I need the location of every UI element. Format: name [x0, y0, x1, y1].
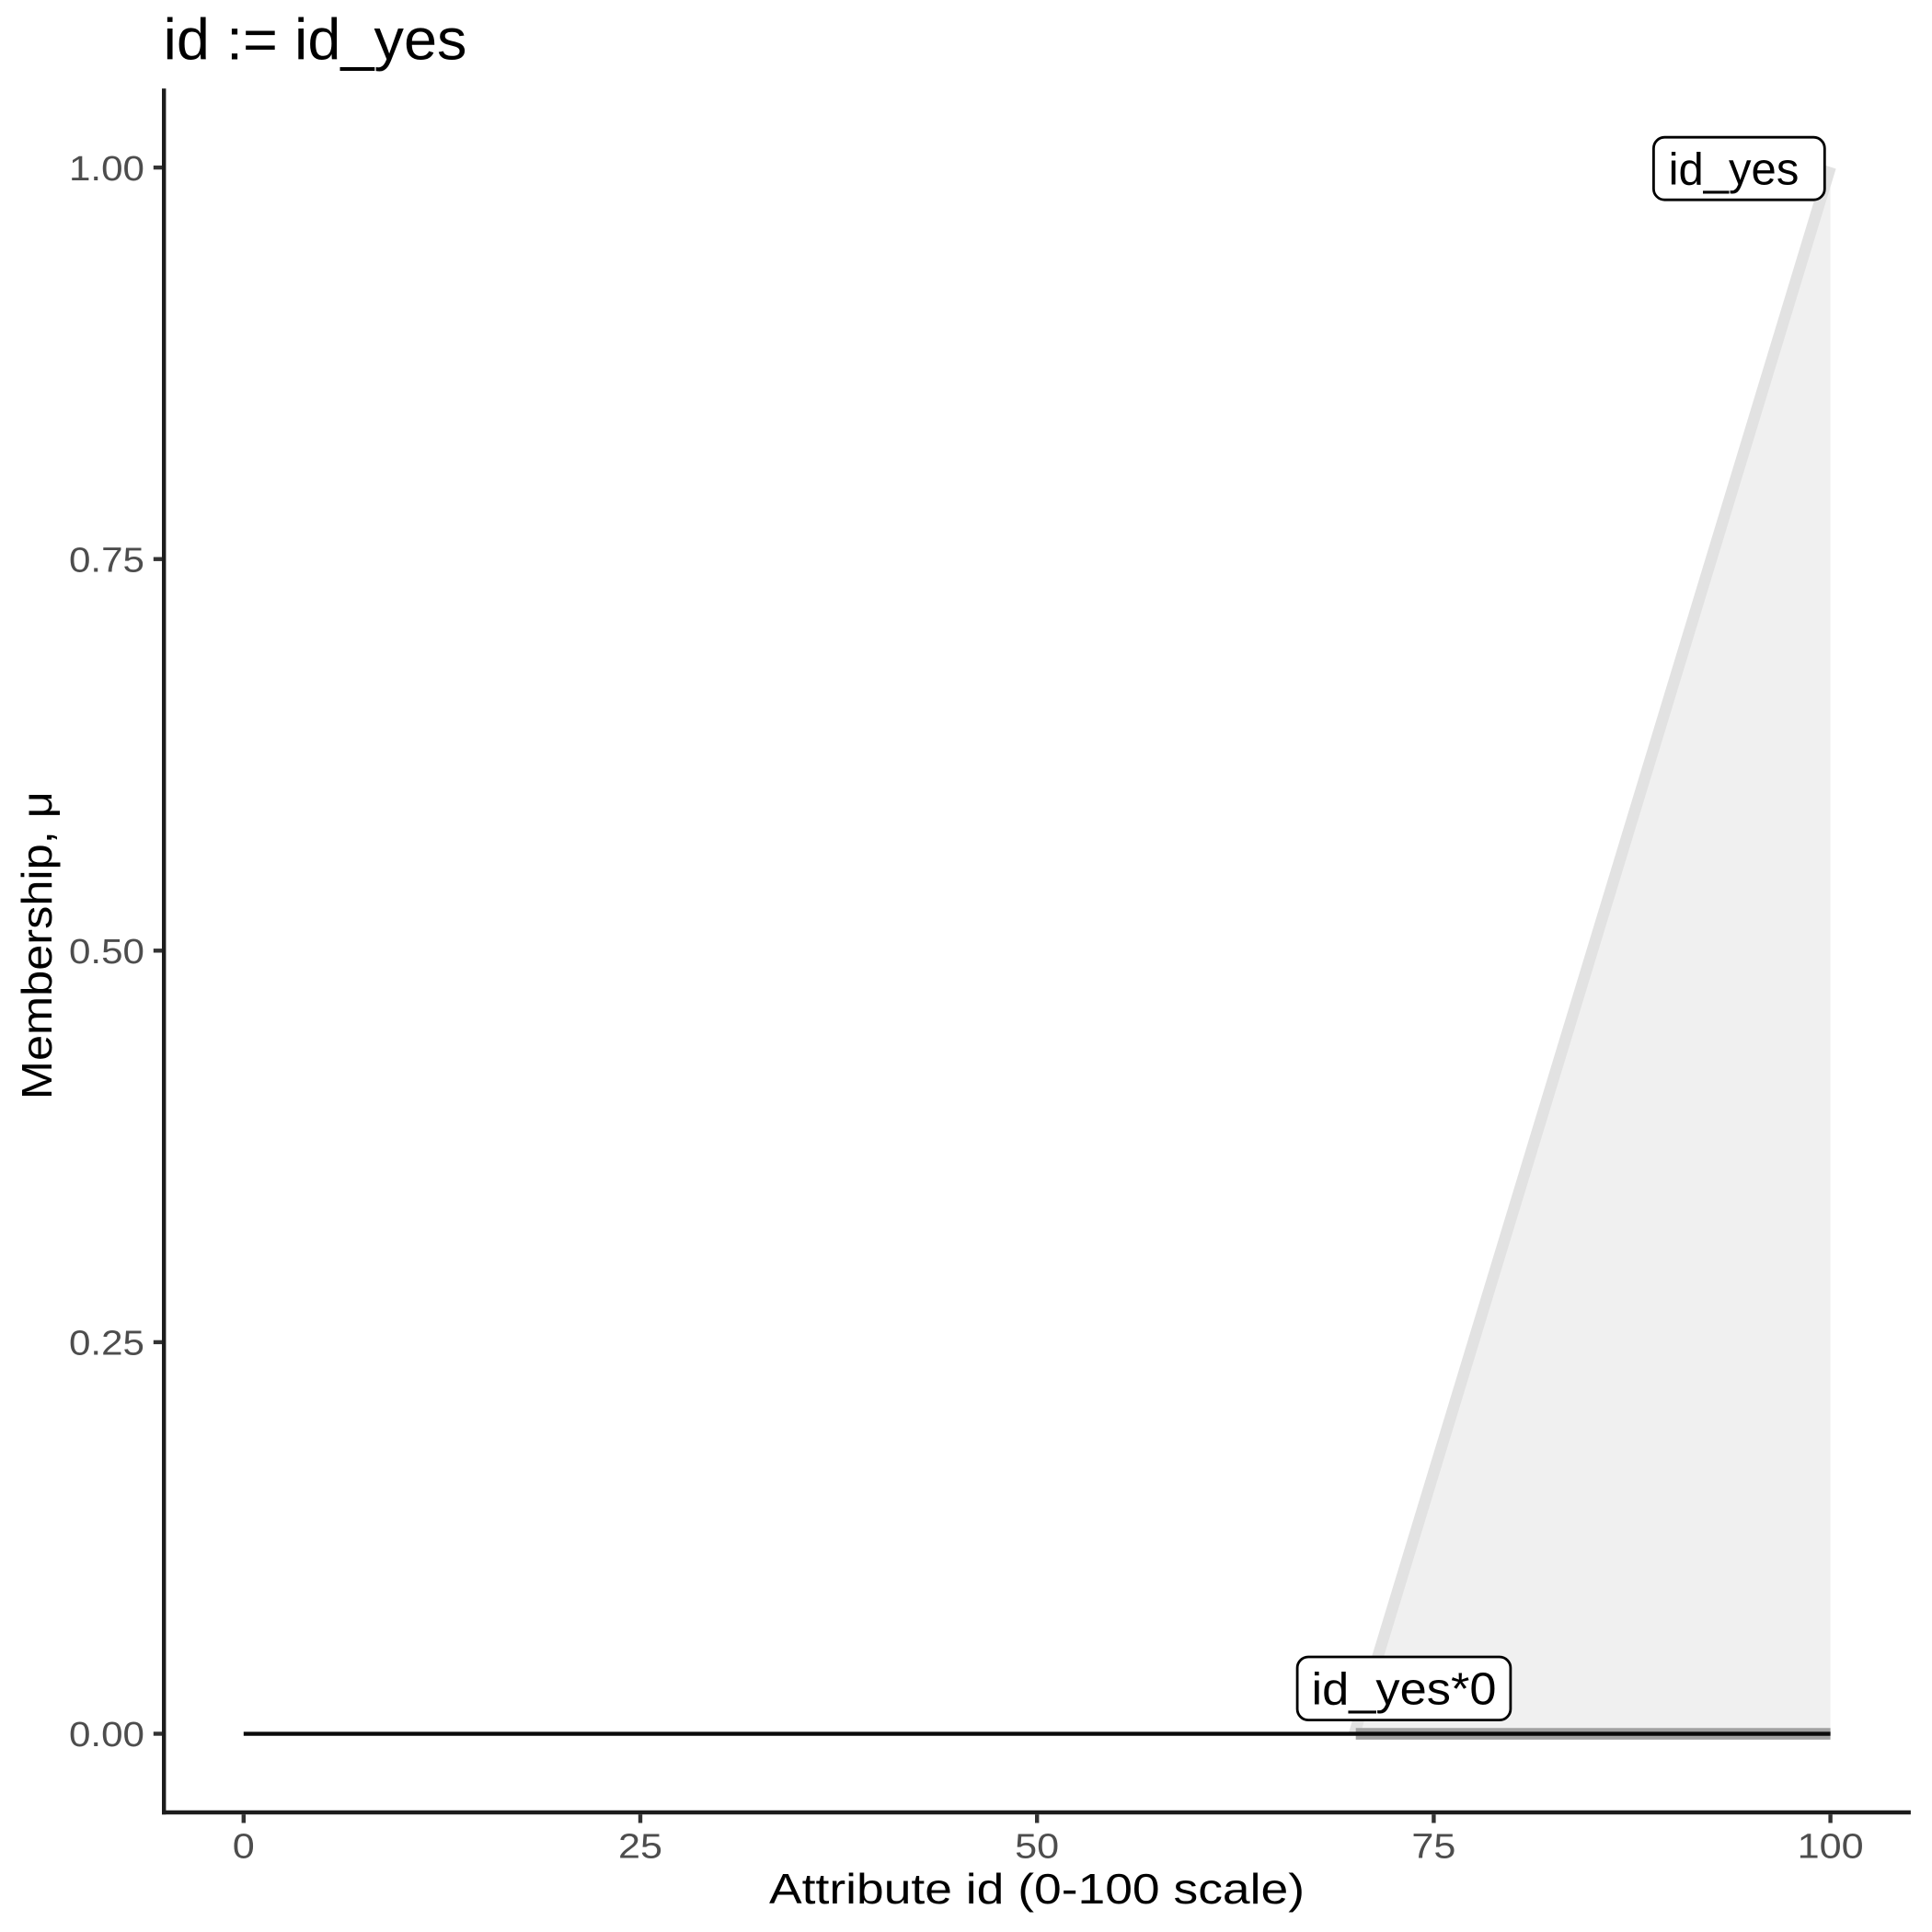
svg-text:0.00: 0.00	[69, 1716, 144, 1754]
svg-text:id := id_yes: id := id_yes	[164, 8, 467, 73]
svg-text:25: 25	[618, 1828, 662, 1867]
svg-text:id_yes*0: id_yes*0	[1312, 1665, 1497, 1715]
svg-text:50: 50	[1015, 1828, 1059, 1867]
svg-text:id_yes: id_yes	[1669, 144, 1800, 194]
svg-text:0.25: 0.25	[69, 1325, 144, 1363]
svg-text:100: 100	[1798, 1828, 1864, 1867]
svg-text:1.00: 1.00	[69, 150, 144, 189]
svg-text:Attribute id (0-100 scale): Attribute id (0-100 scale)	[769, 1865, 1305, 1913]
svg-text:0.50: 0.50	[69, 933, 144, 972]
svg-text:Membership, μ: Membership, μ	[13, 791, 61, 1099]
svg-text:75: 75	[1411, 1828, 1455, 1867]
svg-text:0.75: 0.75	[69, 541, 144, 580]
svg-text:0: 0	[233, 1828, 255, 1867]
